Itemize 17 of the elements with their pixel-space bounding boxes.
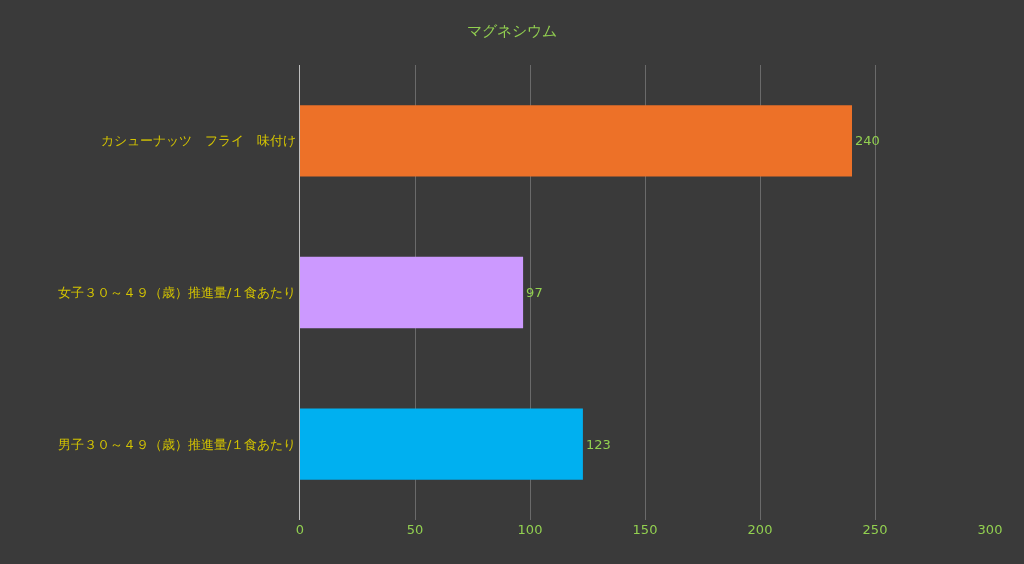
x-tick-label: 100	[517, 522, 543, 537]
x-tick-label: 200	[747, 522, 773, 537]
x-tick-label: 150	[632, 522, 658, 537]
x-tick-label: 0	[295, 522, 305, 537]
bar	[300, 408, 583, 480]
y-tick-label: 女子３０～４９（歳）推進量/１食あたり	[58, 285, 297, 301]
chart-title: マグネシウム	[467, 21, 557, 40]
data-label: 240	[855, 133, 880, 149]
y-tick-label: カシューナッツ フライ 味付け	[101, 133, 297, 149]
x-tick-label: 300	[977, 522, 1003, 537]
bar	[300, 256, 524, 329]
y-tick-label: 男子３０～４９（歳）推進量/１食あたり	[58, 436, 297, 452]
bar	[300, 105, 852, 177]
data-label: 123	[585, 436, 611, 452]
data-label: 97	[526, 285, 543, 300]
x-tick-label: 250	[862, 522, 888, 537]
x-tick-label: 50	[406, 522, 424, 537]
